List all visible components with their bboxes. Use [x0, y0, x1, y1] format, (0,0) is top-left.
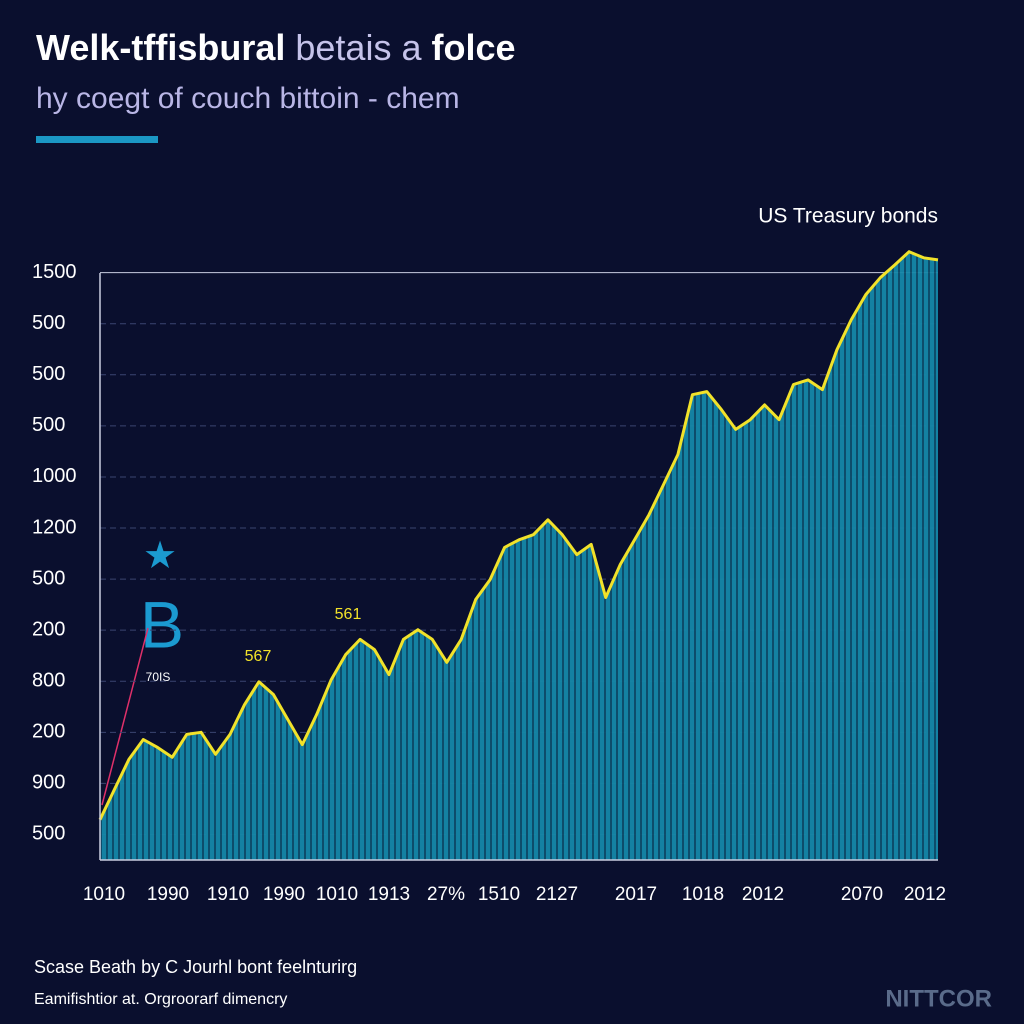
x-tick-label: 1990 — [263, 884, 305, 905]
x-tick-label: 1510 — [478, 884, 520, 905]
title-part: folce — [432, 27, 516, 68]
area — [100, 251, 938, 860]
footer: Eamifishtior at. Orgroorarf dimencry — [34, 991, 287, 1008]
y-tick-label: 500 — [32, 567, 65, 589]
x-tick-label: 2012 — [904, 884, 946, 905]
x-tick-label: 2070 — [841, 884, 883, 905]
line — [98, 250, 939, 821]
x-tick-label: 2012 — [742, 884, 784, 905]
x-tick-label: 2127 — [536, 884, 578, 905]
y-tick-label: 500 — [32, 363, 65, 385]
x-tick-label: 1010 — [83, 884, 125, 905]
annotation: 561 — [335, 606, 362, 623]
x-tick-label: 27% — [427, 884, 465, 905]
chart-title: Welk-tffisbural betais a folce — [36, 27, 516, 68]
title-part: Welk-tffisbural — [36, 27, 285, 68]
x-tick-label: 1910 — [207, 884, 249, 905]
x-tick-label: 1018 — [682, 884, 724, 905]
y-tick-label: 900 — [32, 772, 65, 794]
annotation: 70IS — [146, 670, 171, 684]
y-tick-label: 200 — [32, 721, 65, 743]
y-tick-label: 1500 — [32, 261, 77, 283]
footer: Scase Beath by C Jourhl bont feelnturirg — [34, 957, 357, 977]
x-tick-label: 1913 — [368, 884, 410, 905]
y-tick-label: 1200 — [32, 516, 77, 538]
y-tick-label: 500 — [32, 312, 65, 334]
y-tick-label: 800 — [32, 670, 65, 692]
x-tick-label: 1990 — [147, 884, 189, 905]
y-tick-label: 200 — [32, 618, 65, 640]
annotation: 567 — [245, 648, 272, 665]
y-tick-label: 500 — [32, 823, 65, 845]
logo: ★ B — [101, 535, 184, 806]
x-tick-label: 1010 — [316, 884, 358, 905]
title-part: betais a — [295, 27, 422, 68]
y-tick-label: 500 — [32, 414, 65, 436]
legend-label: US Treasury bonds — [758, 205, 938, 228]
accent-bar — [36, 136, 158, 143]
svg-text:★: ★ — [143, 535, 177, 577]
brand: NITTCOR — [885, 985, 992, 1012]
x-tick-label: 2017 — [615, 884, 657, 905]
svg-text:B: B — [140, 587, 184, 661]
subtitle: hy coegt of couch bittoin - chem — [36, 82, 460, 115]
y-tick-label: 1000 — [32, 465, 77, 487]
